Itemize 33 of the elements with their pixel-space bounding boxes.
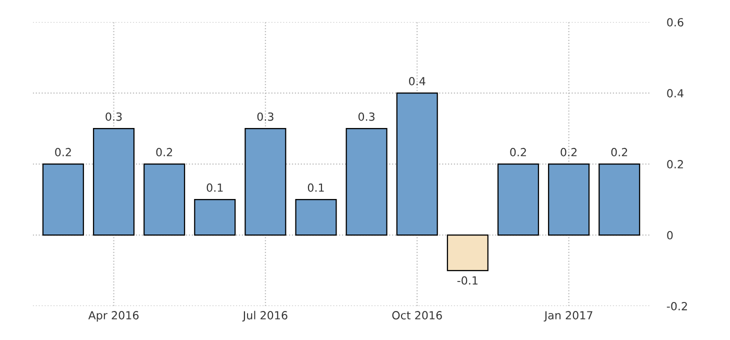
data-label: -0.1 bbox=[457, 276, 478, 285]
bar bbox=[396, 92, 438, 236]
y-tick-label: 0 bbox=[667, 231, 673, 240]
data-label: 0.1 bbox=[206, 183, 223, 192]
data-label: 0.3 bbox=[106, 112, 122, 121]
bar bbox=[497, 163, 540, 236]
bar bbox=[92, 128, 135, 236]
data-label: 0.3 bbox=[358, 112, 374, 121]
data-label: 0.1 bbox=[308, 183, 324, 192]
bar bbox=[548, 163, 590, 236]
bar bbox=[598, 163, 640, 236]
bar bbox=[244, 128, 286, 236]
data-label: 0.2 bbox=[55, 148, 71, 156]
bar bbox=[144, 163, 186, 236]
data-label: 0.2 bbox=[510, 148, 526, 156]
data-label: 0.2 bbox=[560, 148, 577, 156]
bar bbox=[295, 198, 337, 236]
data-label: 0.3 bbox=[257, 112, 274, 121]
y-tick-label: 0.6 bbox=[667, 18, 684, 26]
x-tick-label: Oct 2016 bbox=[392, 311, 442, 320]
data-label: 0.2 bbox=[611, 148, 628, 156]
x-tick-label: Jul 2016 bbox=[242, 310, 288, 322]
y-tick-label: 0.2 bbox=[667, 160, 683, 168]
bar bbox=[194, 198, 236, 236]
bar bbox=[446, 234, 488, 272]
x-tick-label: Jan 2017 bbox=[544, 311, 592, 322]
bar bbox=[346, 128, 388, 236]
data-label: 0.4 bbox=[409, 76, 426, 86]
y-tick-label: 0.4 bbox=[667, 89, 684, 98]
bar bbox=[42, 163, 84, 236]
data-label: 0.2 bbox=[156, 148, 172, 156]
y-tick-label: -0.2 bbox=[666, 302, 687, 310]
x-tick-label: Apr 2016 bbox=[88, 311, 139, 322]
